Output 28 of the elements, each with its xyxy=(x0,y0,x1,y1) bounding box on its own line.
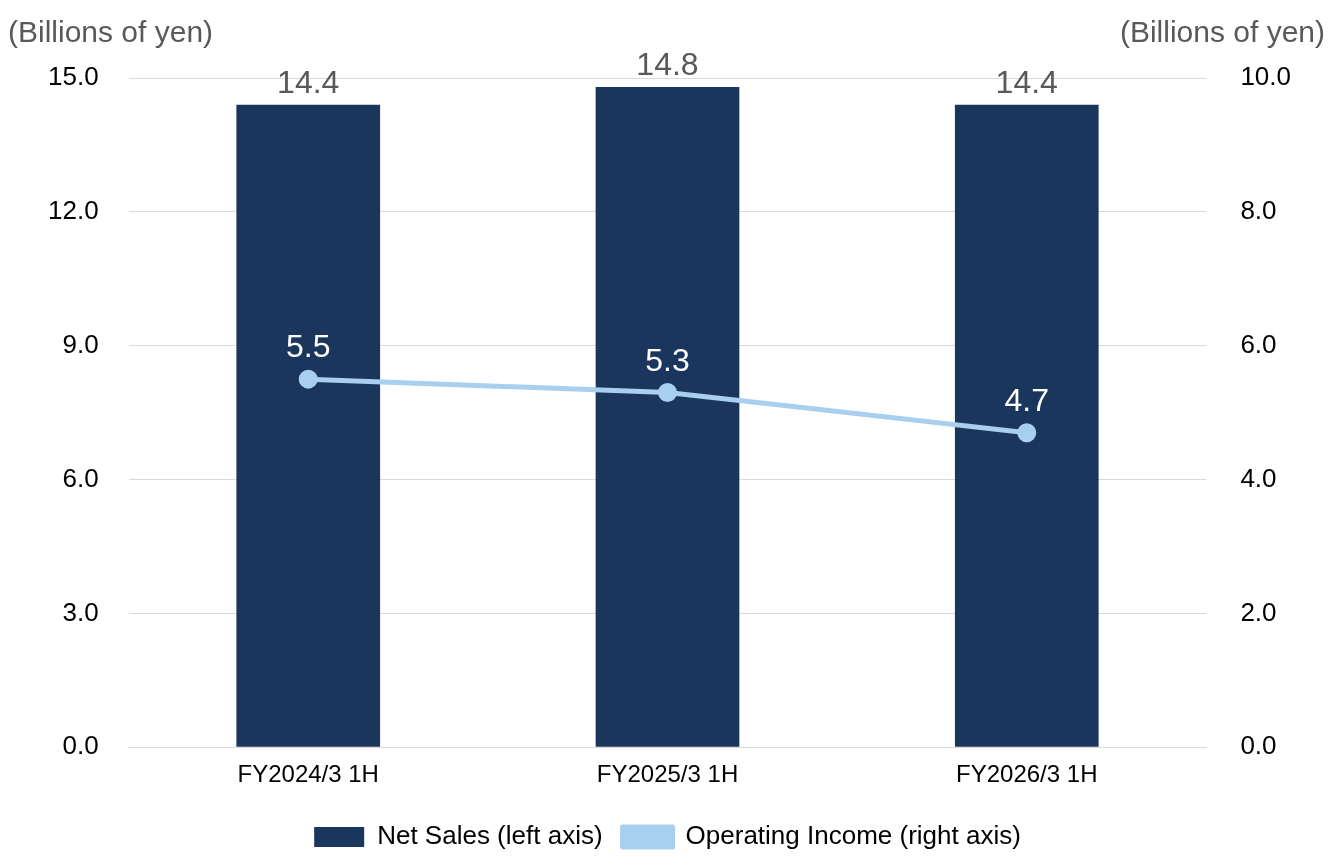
legend-label: Net Sales (left axis) xyxy=(377,820,603,851)
data-label: 14.4 xyxy=(995,63,1058,100)
data-label: 14.8 xyxy=(636,45,699,82)
point xyxy=(298,369,318,389)
data-label: 14.4 xyxy=(277,63,340,100)
y2-tick-label: 0.0 xyxy=(1240,730,1277,761)
point xyxy=(1017,423,1037,443)
x-tick-label: FY2024/3 1H xyxy=(237,760,379,788)
y2-axis-title: (Billions of yen) xyxy=(1119,15,1325,48)
data-label: 5.5 xyxy=(285,328,331,365)
data-label: 4.7 xyxy=(1004,381,1050,418)
y-tick-label: 12.0 xyxy=(47,195,99,226)
data-label: 5.3 xyxy=(645,341,690,378)
y2-tick-label: 6.0 xyxy=(1240,328,1277,359)
point xyxy=(658,383,677,403)
y2-tick-label: 8.0 xyxy=(1240,195,1277,226)
y2-tick-label: 2.0 xyxy=(1240,596,1277,627)
y-tick-label: 9.0 xyxy=(62,328,99,359)
x-tick-label: FY2026/3 1H xyxy=(956,760,1098,788)
y-tick-label: 6.0 xyxy=(62,462,99,493)
y-tick-label: 0.0 xyxy=(62,730,99,761)
y2-tick-label: 10.0 xyxy=(1240,61,1292,92)
y-tick-label: 3.0 xyxy=(62,596,99,627)
legend-label: Operating Income (right axis) xyxy=(685,820,1021,851)
y2-tick-label: 4.0 xyxy=(1240,462,1277,493)
y-axis-title: (Billions of yen) xyxy=(8,15,214,48)
y-tick-label: 15.0 xyxy=(47,61,99,92)
x-tick-label: FY2025/3 1H xyxy=(596,760,739,788)
